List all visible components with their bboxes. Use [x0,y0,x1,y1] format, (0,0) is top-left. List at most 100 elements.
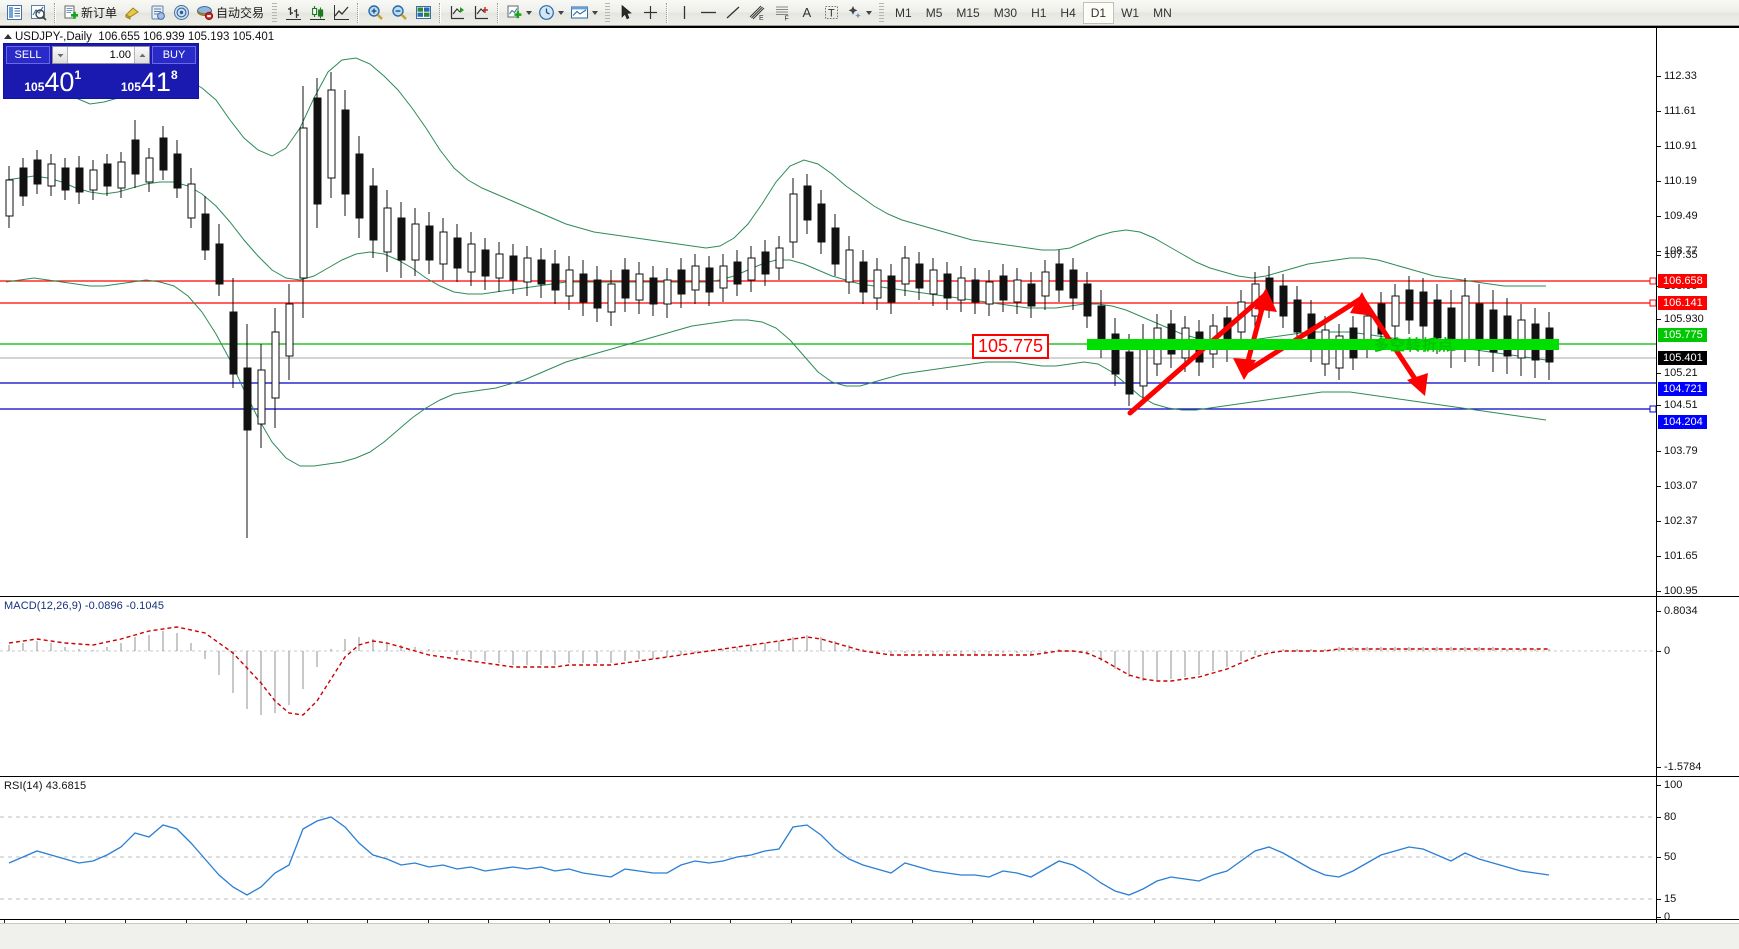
shapes-icon[interactable] [844,2,874,24]
timeframe-w1[interactable]: W1 [1121,5,1140,20]
support-zone-band [1087,339,1559,350]
text-label-icon[interactable]: A [796,2,818,24]
axis-tick: 110.91 [1657,140,1697,152]
buy-price-prefix: 105 [120,80,141,94]
equidistant-channel-icon[interactable]: E [746,2,769,24]
sell-price-prefix: 105 [24,80,45,94]
volume-decrease-icon[interactable] [53,47,68,63]
text-box-icon[interactable]: T [820,2,842,24]
periods-icon[interactable] [536,2,566,24]
toolbar-separator [666,2,669,23]
toolbar-separator [439,2,442,23]
buy-button[interactable]: BUY [152,46,196,64]
rsi-label: RSI(14) 43.6815 [4,780,87,792]
sell-price-display[interactable]: 105 40 1 [6,66,100,96]
vertical-line-icon[interactable] [673,2,695,24]
signals-icon[interactable] [170,2,192,24]
add-indicator-icon[interactable] [504,2,534,24]
toolbar-separator [357,2,360,23]
collapse-triangle-icon[interactable] [4,34,12,39]
buy-price-main: 41 [140,67,171,98]
trend-arrow-heads [1233,288,1428,396]
zoom-out-icon[interactable] [388,2,410,24]
axis-tick: 103.07 [1657,480,1698,492]
axis-tick: 109.49 [1657,210,1698,222]
timeframe-m1[interactable]: M1 [895,5,912,20]
market-watch-icon[interactable] [3,2,25,24]
toolbar-grip[interactable] [272,2,278,23]
fibonacci-retracement-icon[interactable]: F [771,2,794,24]
buy-price-display[interactable]: 105 41 8 [102,66,196,98]
cursor-icon[interactable] [615,2,637,24]
timeframe-h4[interactable]: H4 [1060,5,1076,20]
rsi-levels [0,816,1656,900]
chart-workspace[interactable]: USDJPY-,Daily 106.655 106.939 105.193 10… [0,26,1739,949]
price-pane[interactable]: USDJPY-,Daily 106.655 106.939 105.193 10… [0,26,1739,597]
toolbar-grip[interactable] [605,2,611,23]
rsi-line [8,816,1550,896]
chevron-down-icon[interactable] [866,10,873,15]
macd-canvas [0,626,1656,716]
crosshair-icon[interactable] [639,2,661,24]
axis-tick: 101.65 [1657,550,1698,562]
price-level-badge-104204: 104.204 [1658,415,1707,429]
autotrading-button[interactable]: 自动交易 [194,2,267,24]
chinese-annotation-label[interactable]: 多空转折点 [1374,337,1455,354]
svg-text:E: E [759,15,764,21]
toolbar-grip[interactable] [879,2,885,23]
tile-windows-icon[interactable] [412,2,434,24]
macd-axis-tick: 0 [1657,645,1670,657]
one-click-trading-panel[interactable]: SELL 1.00 BUY 105 40 1 [3,43,199,99]
timeframe-h1[interactable]: H1 [1031,5,1047,20]
svg-text:A: A [802,5,811,20]
symbol-name: USDJPY-,Daily [15,31,92,43]
axis-tick-105930: 105.930 [1657,313,1704,325]
price-annotation-box[interactable]: 105.775 [972,334,1050,360]
trendline-icon[interactable] [722,2,744,24]
bar-chart-icon[interactable] [282,2,304,24]
svg-text:T: T [828,8,835,20]
timeframe-mn[interactable]: MN [1153,5,1172,20]
volume-increase-icon[interactable] [134,47,149,63]
rsi-pane[interactable]: RSI(14) 43.6815 100 80 50 15 0 [0,776,1739,923]
timeframe-m5[interactable]: M5 [925,5,943,20]
macd-pane[interactable]: MACD(12,26,9) -0.0896 -0.1045 [0,596,1739,776]
chevron-down-icon[interactable] [526,10,533,15]
candlestick-series [5,72,1554,538]
line-chart-icon[interactable] [330,2,352,24]
axis-tick: 103.79 [1657,445,1698,457]
price-axis[interactable]: 112.33 111.61 110.91 110.19 109.49 108.7… [1656,28,1739,597]
expert-advisors-icon[interactable] [146,2,168,24]
axis-tick: 100.95 [1657,585,1698,597]
data-window-icon[interactable] [27,2,49,24]
metaeditor-icon[interactable] [122,2,144,24]
axis-tick: 102.37 [1657,515,1698,527]
new-order-button[interactable]: 新订单 [61,2,120,24]
sell-button[interactable]: SELL [6,46,50,64]
rsi-axis-tick: 100 [1657,779,1682,791]
toolbar-separator [497,2,500,23]
rsi-axis[interactable]: 100 80 50 15 0 [1656,777,1739,923]
chevron-down-icon[interactable] [592,10,599,15]
rsi-canvas [0,816,1656,900]
timeframe-m30[interactable]: M30 [993,5,1018,20]
volume-stepper[interactable]: 1.00 [52,46,150,64]
macd-axis[interactable]: 0.8034 0 -1.5784 [1656,597,1739,776]
timeframe-d1[interactable]: D1 [1082,1,1115,24]
new-order-label: 新订单 [81,6,118,20]
axis-tick: 107.35 [1657,249,1698,261]
timeframe-m15[interactable]: M15 [956,5,980,20]
buy-price-fraction: 8 [170,68,178,82]
candlestick-chart-icon[interactable] [306,2,328,24]
chart-shift-icon[interactable] [446,2,468,24]
auto-scroll-icon[interactable] [470,2,492,24]
zoom-in-icon[interactable] [364,2,386,24]
volume-value[interactable]: 1.00 [109,49,131,61]
horizontal-line-icon[interactable] [697,2,720,24]
autotrading-label: 自动交易 [216,6,265,20]
main-toolbar: 新订单 [0,0,1739,26]
price-chart-canvas [0,57,1657,538]
templates-icon[interactable] [568,2,600,24]
axis-tick: 112.33 [1657,70,1697,82]
chevron-down-icon[interactable] [558,10,565,15]
